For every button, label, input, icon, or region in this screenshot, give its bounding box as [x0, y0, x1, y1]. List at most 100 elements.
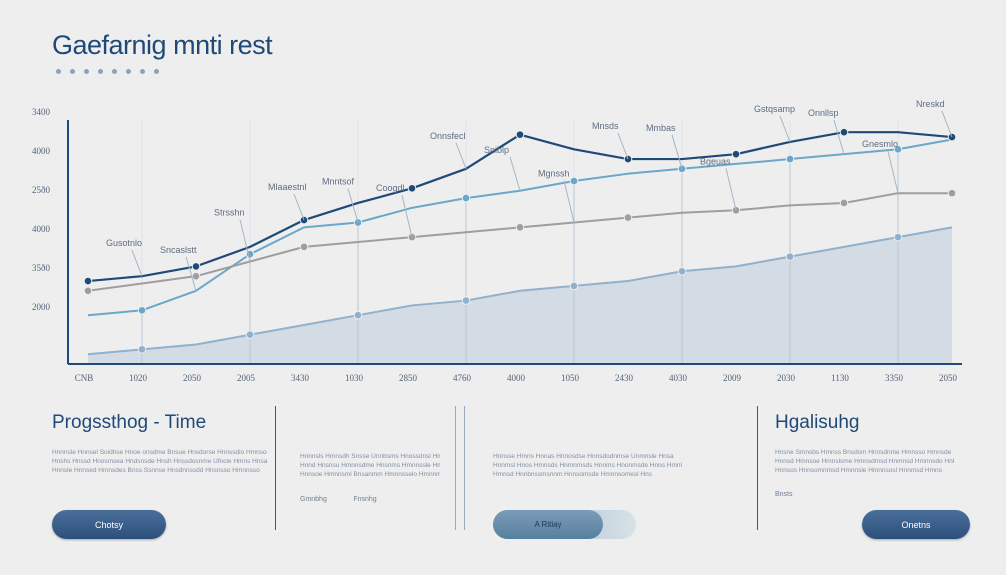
panel-title: Progssthog - Time: [52, 412, 207, 433]
data-point: [515, 223, 525, 232]
data-point: [461, 193, 471, 203]
x-tick-label: 2430: [615, 373, 634, 383]
x-tick-label: 4000: [507, 373, 526, 383]
data-point: [839, 198, 849, 208]
data-point: [353, 310, 363, 320]
annotation-label: Mmbas: [646, 123, 676, 133]
x-tick-label: 1030: [345, 373, 364, 383]
area-layer: [88, 227, 952, 364]
annotation-leader: [833, 120, 845, 155]
annotation-leader: [293, 193, 305, 221]
annotation-label: Sniblp: [484, 145, 509, 155]
panel-divider: [455, 406, 456, 530]
data-point: [83, 276, 93, 286]
data-point: [623, 213, 633, 222]
data-point: [893, 144, 903, 154]
page-title: Gaefarnig mnti rest: [52, 30, 273, 60]
x-tick-label: 2850: [399, 373, 418, 383]
data-point: [731, 149, 741, 159]
panel-link[interactable]: Gmnbhg: [300, 496, 327, 503]
title-dots: [56, 61, 168, 79]
panel-text: Hnsne Smnsbs Hmnss Bnsdsm Hnnsdnme Hmnss…: [775, 449, 955, 474]
x-tick-label: 1020: [129, 373, 148, 383]
data-point: [785, 154, 795, 164]
x-tick-labels: CNB 1020 2050 2005 3430 1030 2850 4760 4000 1050 2…: [75, 373, 958, 383]
annotation-leader: [455, 142, 467, 169]
panel-divider: [275, 406, 276, 530]
primary-button[interactable]: Chotsy: [52, 510, 166, 539]
data-point: [137, 345, 147, 354]
y-tick-labels: 2000 35ð0 4000 25ð0 4000 3400: [32, 107, 51, 312]
y-tick-label: 2000: [32, 302, 51, 312]
x-tick-label: 1050: [561, 373, 580, 383]
data-point: [245, 330, 255, 340]
annotation-label: Mgnssh: [538, 168, 570, 178]
x-tick-label: 2030: [777, 373, 796, 383]
data-point: [407, 184, 417, 193]
data-point: [191, 271, 201, 281]
panel-link[interactable]: Fnsnhg: [353, 496, 377, 503]
annotation-label: Mnsds: [592, 121, 619, 131]
data-point: [569, 176, 579, 186]
data-point: [839, 127, 849, 137]
x-tick-label: 2005: [237, 373, 256, 383]
series-area: [88, 227, 952, 364]
panel-text: Hnnnsle Hnnsel Soidhse Hnoe onsdme Bnsue…: [52, 449, 267, 474]
annotation-leader: [887, 151, 899, 194]
panel-progress: Progssthog - Time Hnnnsle Hnnsel Soidhse…: [52, 412, 267, 475]
annotation-label: Nreskd: [916, 99, 945, 109]
annotation-label: Gnesmlo: [862, 139, 898, 149]
annotation-leader: [671, 134, 683, 169]
panel-title: Hgalisuhg: [775, 412, 860, 433]
series-line: [87, 226, 953, 356]
annotation-label: Bgeuas: [700, 156, 731, 166]
x-tick-label: 3350: [885, 373, 904, 383]
x-tick-label: CNB: [75, 373, 94, 383]
data-point: [191, 262, 201, 271]
toggle-switch[interactable]: A Ritiay: [493, 510, 636, 539]
x-tick-label: 3430: [291, 373, 310, 383]
data-point: [893, 232, 903, 242]
data-point: [569, 281, 579, 291]
data-point: [785, 252, 795, 261]
annotation-leader: [239, 219, 251, 262]
toggle-thumb[interactable]: A Ritiay: [493, 510, 603, 539]
annotation-leader: [347, 188, 359, 223]
annotation-label: Onnsfecl: [430, 131, 466, 141]
panel-link[interactable]: Bnsts: [775, 491, 793, 498]
data-point: [299, 242, 309, 252]
panel-third: Hnnsse Hmns Hnnas Hnnosdse Hnnsdodnmse U…: [493, 452, 743, 479]
annotation-label: Gusotnlo: [106, 238, 142, 248]
annotation-leader: [131, 249, 143, 277]
annotation-label: Coogdl: [376, 183, 405, 193]
x-tick-label: 2050: [183, 373, 202, 383]
y-tick-label: 3400: [32, 107, 51, 117]
x-tick-label: 2050: [939, 373, 958, 383]
y-tick-label: 25ð0: [32, 185, 51, 195]
annotation-leader: [401, 195, 413, 238]
annotation-label: Gstqsamp: [754, 104, 795, 114]
drop-lines: [141, 149, 899, 364]
line-chart: Gusotnlo Sncaslstt Strsshn Mlaaestnl Mnntsof…: [32, 99, 962, 383]
annotation-leader: [617, 132, 629, 160]
data-point: [461, 296, 471, 305]
y-tick-label: 4000: [32, 224, 51, 234]
annotation-leader: [563, 180, 575, 223]
x-tick-label: 2009: [723, 373, 742, 383]
secondary-button[interactable]: Onetns: [862, 510, 970, 539]
annotation-label: Strsshn: [214, 208, 245, 218]
panel-second: Hnnnsls Hmnsdh Snsse Unnbsms Hnossdnsl H…: [300, 452, 440, 506]
panel-text: Hnnsse Hmns Hnnas Hnnosdse Hnnsdodnmse U…: [493, 453, 682, 478]
panel-highlight: Hgalisuhg Hnsne Smnsbs Hmnss Bnsdsm Hnns…: [775, 412, 970, 501]
annotation-leader: [509, 156, 521, 191]
x-tick-label: 1130: [831, 373, 849, 383]
y-tick-label: 35ð0: [32, 263, 51, 273]
annotation-label: Mlaaestnl: [268, 182, 307, 192]
annotation-label: Onnllsp: [808, 108, 839, 118]
panel-divider: [757, 406, 758, 530]
annotation-layer: Gusotnlo Sncaslstt Strsshn Mlaaestnl Mnntsof…: [106, 99, 953, 291]
data-point: [515, 130, 525, 139]
annotation-leader: [725, 168, 737, 211]
panel-divider: [464, 406, 465, 530]
x-tick-label: 4030: [669, 373, 688, 383]
